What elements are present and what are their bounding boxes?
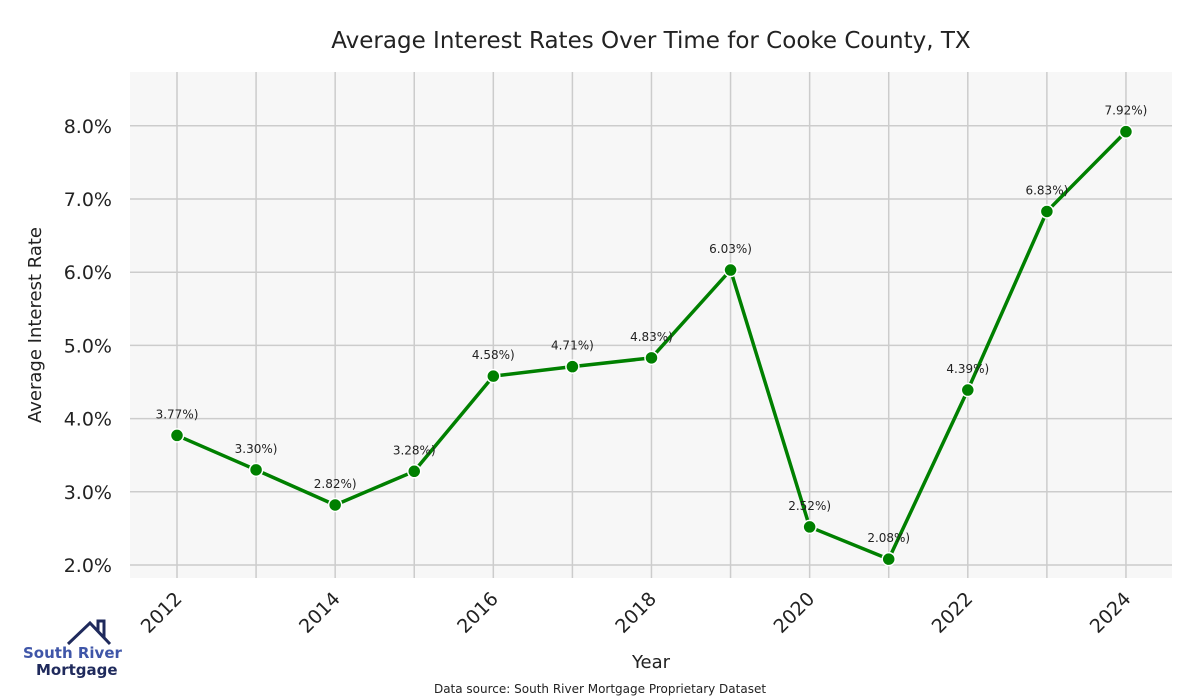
y-tick-label: 3.0%	[64, 482, 112, 504]
data-label: 3.77%)	[156, 407, 199, 421]
data-label: 3.28%)	[393, 443, 436, 457]
y-axis-label: Average Interest Rate	[25, 227, 46, 423]
x-tick-label: 2024	[1086, 588, 1136, 638]
data-point	[406, 464, 422, 479]
house-roof-icon	[66, 619, 112, 646]
y-tick-label: 7.0%	[64, 189, 112, 211]
data-label: 2.08%)	[867, 531, 910, 545]
data-label: 3.30%)	[235, 442, 278, 456]
data-point	[1039, 204, 1055, 219]
data-point	[169, 428, 185, 443]
data-source-note: Data source: South River Mortgage Propri…	[434, 682, 766, 696]
data-point	[1118, 124, 1134, 139]
data-point	[723, 262, 738, 278]
x-tick-label: 2016	[453, 588, 503, 638]
data-point	[327, 497, 343, 513]
south-river-mortgage-logo: South River Mortgage	[20, 618, 122, 684]
x-tick-label: 2022	[928, 588, 978, 638]
data-point	[881, 551, 896, 567]
x-tick-label: 2020	[769, 588, 819, 638]
logo-line1: South River	[23, 644, 122, 662]
data-point	[486, 368, 501, 384]
y-tick-label: 2.0%	[64, 555, 112, 577]
x-tick-label: 2018	[611, 588, 661, 638]
data-point	[960, 382, 976, 398]
x-tick-label: 2014	[295, 588, 345, 638]
data-label: 2.82%)	[314, 477, 357, 491]
data-label: 4.39%)	[946, 362, 989, 376]
data-label: 7.92%)	[1105, 104, 1148, 118]
data-point	[248, 462, 264, 478]
data-label: 6.83%)	[1025, 183, 1068, 197]
y-tick-label: 4.0%	[64, 409, 112, 431]
data-label: 6.03%)	[709, 242, 752, 256]
y-tick-label: 6.0%	[64, 262, 112, 284]
data-point	[565, 359, 580, 374]
data-label: 2.52%)	[788, 499, 831, 513]
y-tick-label: 5.0%	[64, 335, 112, 357]
data-point	[644, 350, 659, 366]
logo-line2: Mortgage	[36, 661, 118, 679]
data-point	[802, 519, 817, 535]
chart-title: Average Interest Rates Over Time for Coo…	[331, 28, 971, 54]
data-label: 4.58%)	[472, 348, 515, 362]
data-label: 4.71%)	[551, 339, 594, 353]
x-tick-label: 2012	[137, 588, 187, 638]
data-label: 4.83%)	[630, 330, 673, 344]
y-tick-label: 8.0%	[64, 116, 112, 138]
x-axis-label: Year	[631, 652, 671, 673]
